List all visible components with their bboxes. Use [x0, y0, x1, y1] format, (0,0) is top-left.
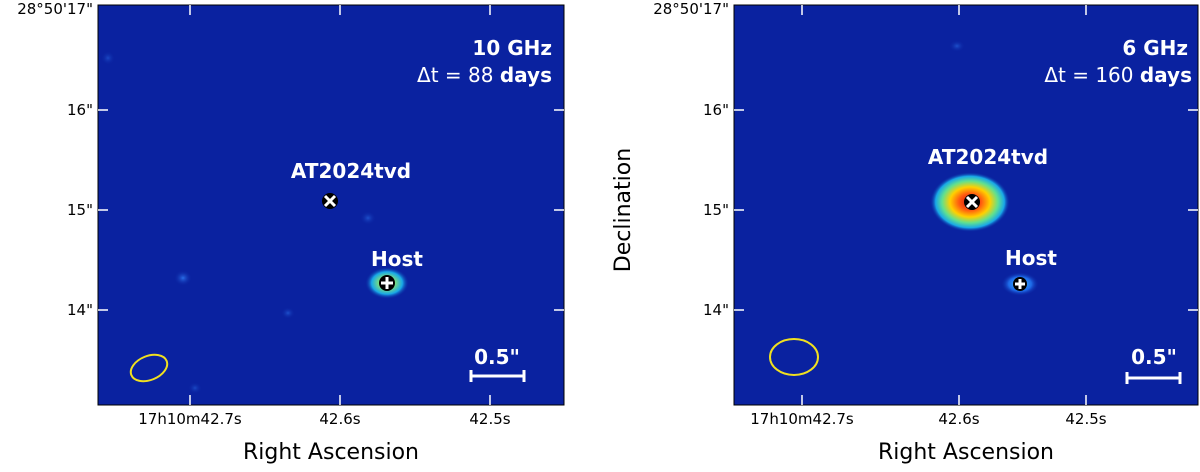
frequency-label: 10 GHz: [472, 36, 552, 60]
panel-10ghz: 0.5" 10 GHz Δt = 88 days AT2024tvd Host …: [17, 0, 565, 465]
radio-map-6ghz: 0.5" 6 GHz Δt = 160 days AT2024tvd Host …: [611, 0, 1199, 465]
ra-tick-label: 42.5s: [1065, 410, 1106, 428]
host-marker-plus: [1013, 277, 1027, 291]
x-axis-title: Right Ascension: [878, 440, 1054, 465]
beam-ellipse: [769, 338, 819, 376]
epoch-label: Δt = 88 days: [417, 63, 552, 87]
noise-blob: [949, 40, 965, 52]
dec-tick-label: 16": [703, 101, 729, 119]
dec-tick-label: 15": [67, 201, 93, 219]
noise-blob: [281, 307, 295, 319]
host-label: Host: [1005, 246, 1057, 270]
dec-tick-label: 28°50'17": [17, 0, 93, 18]
host-marker-plus: [379, 275, 395, 291]
source-label: AT2024tvd: [291, 159, 411, 183]
frequency-label: 6 GHz: [1122, 36, 1188, 60]
source-marker-x: [964, 194, 980, 210]
ra-tick-label: 42.6s: [938, 410, 979, 428]
dec-tick-label: 16": [67, 101, 93, 119]
dec-tick-label: 14": [67, 301, 93, 319]
tick-marks: [98, 5, 564, 405]
beam-ellipse: [129, 353, 169, 383]
ra-tick-label: 17h10m42.7s: [138, 410, 242, 428]
scale-bar: [1125, 372, 1182, 384]
dec-tick-label: 15": [703, 201, 729, 219]
noise-blob: [101, 51, 115, 65]
epoch-label: Δt = 160 days: [1044, 63, 1192, 87]
noise-blob: [188, 382, 202, 394]
x-axis-title: Right Ascension: [243, 440, 419, 465]
noise-blob: [174, 270, 192, 286]
dec-tick-label: 28°50'17": [653, 0, 729, 18]
ra-tick-label: 42.5s: [469, 410, 510, 428]
source-marker-x: [322, 193, 338, 209]
tick-marks: [734, 5, 1198, 405]
scalebar-label: 0.5": [474, 345, 520, 369]
panel-6ghz: 0.5" 6 GHz Δt = 160 days AT2024tvd Host …: [600, 0, 1200, 472]
radio-map-10ghz: 0.5" 10 GHz Δt = 88 days AT2024tvd Host …: [17, 0, 565, 465]
dec-tick-label: 14": [703, 301, 729, 319]
y-axis-title: Declination: [611, 148, 636, 272]
source-label: AT2024tvd: [928, 145, 1048, 169]
ra-tick-label: 42.6s: [319, 410, 360, 428]
noise-blob: [360, 211, 376, 225]
ra-tick-label: 17h10m42.7s: [750, 410, 854, 428]
scalebar-label: 0.5": [1131, 345, 1177, 369]
scale-bar: [469, 370, 526, 382]
host-label: Host: [371, 247, 423, 271]
